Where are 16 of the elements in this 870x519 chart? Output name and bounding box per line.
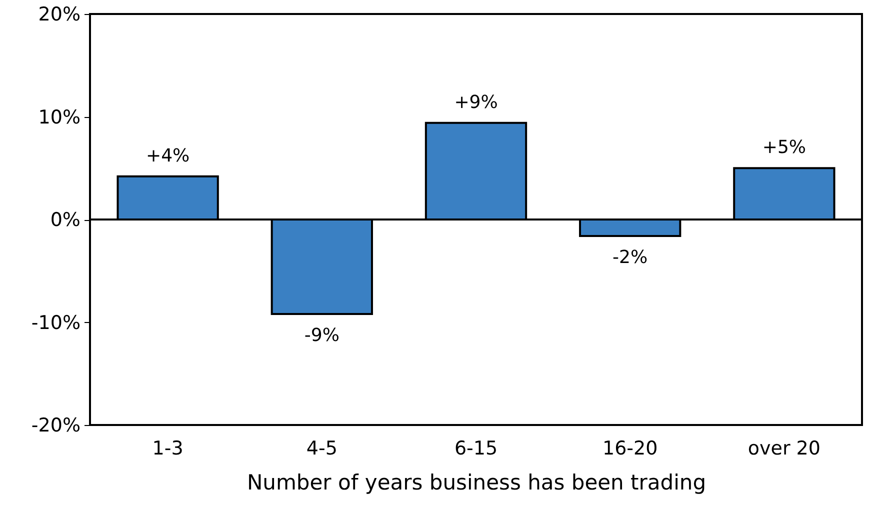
data-label: +4% xyxy=(146,145,190,166)
x-tick-label: over 20 xyxy=(748,438,820,460)
y-tick-label: 20% xyxy=(38,4,80,26)
x-tick-label: 16-20 xyxy=(602,438,658,460)
data-label: +9% xyxy=(454,92,498,113)
y-tick-label: -10% xyxy=(31,312,80,334)
x-tick-label: 4-5 xyxy=(306,438,338,460)
x-tick-label: 6-15 xyxy=(454,438,498,460)
data-label: +5% xyxy=(762,137,806,158)
data-label: -2% xyxy=(612,246,648,268)
y-tick-label: -20% xyxy=(31,414,80,436)
data-label: -9% xyxy=(304,325,340,346)
x-tick-label: 1-3 xyxy=(152,438,184,460)
y-tick-label: 10% xyxy=(38,106,80,128)
x-axis-title: Number of years business has been trading xyxy=(246,470,706,494)
y-tick-label: 0% xyxy=(50,209,80,231)
